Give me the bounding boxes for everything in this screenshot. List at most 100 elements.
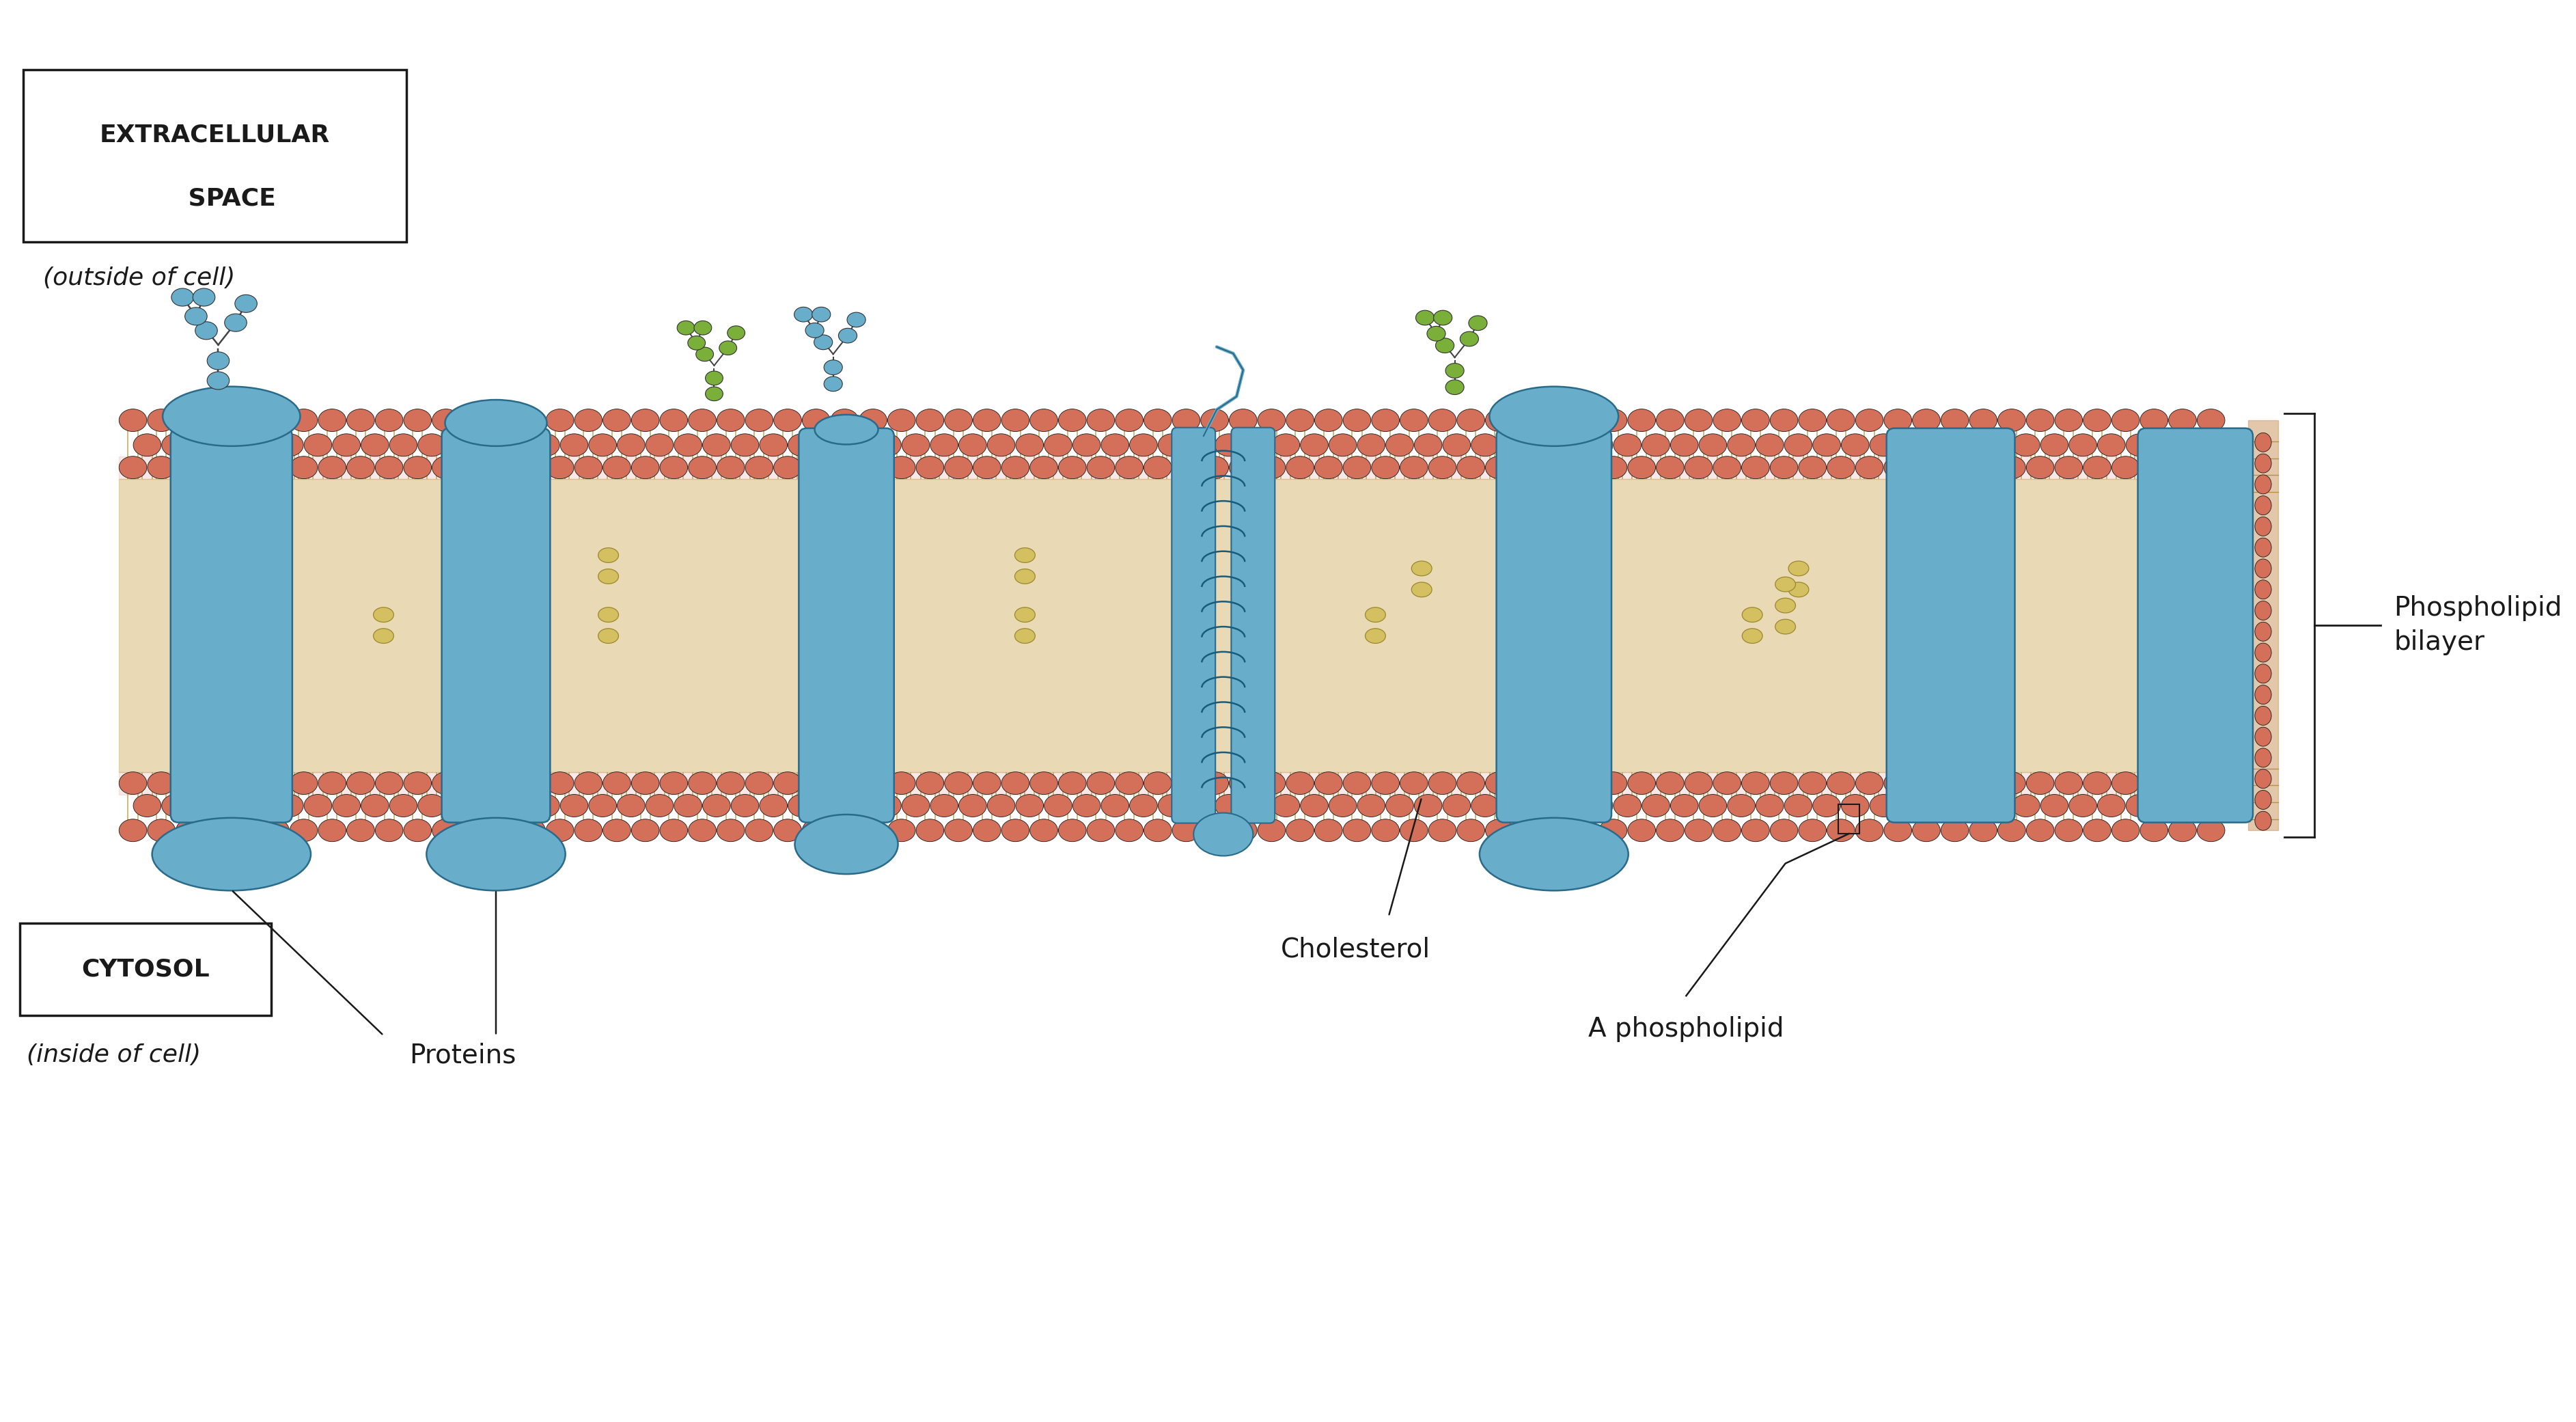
Ellipse shape [2112, 772, 2141, 795]
Ellipse shape [2097, 434, 2125, 456]
Ellipse shape [2254, 602, 2272, 620]
Ellipse shape [260, 819, 289, 842]
Ellipse shape [1584, 795, 1613, 816]
Ellipse shape [1728, 795, 1754, 816]
Ellipse shape [291, 772, 317, 795]
Ellipse shape [1030, 410, 1059, 431]
Ellipse shape [1798, 456, 1826, 479]
Ellipse shape [1002, 410, 1030, 431]
Ellipse shape [824, 360, 842, 375]
Ellipse shape [574, 819, 603, 842]
Ellipse shape [1329, 795, 1358, 816]
Ellipse shape [2154, 434, 2182, 456]
Ellipse shape [688, 410, 716, 431]
Ellipse shape [1685, 772, 1713, 795]
Ellipse shape [1600, 410, 1628, 431]
Ellipse shape [2197, 456, 2226, 479]
Ellipse shape [332, 795, 361, 816]
Ellipse shape [1059, 410, 1087, 431]
Ellipse shape [603, 819, 631, 842]
Ellipse shape [291, 819, 317, 842]
Ellipse shape [1899, 795, 1927, 816]
Ellipse shape [1273, 795, 1301, 816]
Ellipse shape [2254, 791, 2272, 809]
Ellipse shape [175, 772, 204, 795]
Ellipse shape [196, 321, 216, 340]
Bar [118, 479, 2249, 772]
Ellipse shape [546, 819, 574, 842]
Ellipse shape [801, 456, 829, 479]
Ellipse shape [348, 456, 374, 479]
Ellipse shape [1471, 434, 1499, 456]
Ellipse shape [945, 772, 971, 795]
Ellipse shape [1571, 456, 1600, 479]
Ellipse shape [147, 410, 175, 431]
Ellipse shape [193, 289, 214, 306]
FancyBboxPatch shape [2138, 428, 2254, 822]
Ellipse shape [1100, 795, 1128, 816]
Ellipse shape [348, 772, 374, 795]
Ellipse shape [659, 772, 688, 795]
Ellipse shape [845, 795, 873, 816]
Bar [118, 456, 2249, 479]
Ellipse shape [1200, 772, 1229, 795]
Ellipse shape [1741, 607, 1762, 623]
Ellipse shape [1443, 434, 1471, 456]
Ellipse shape [118, 819, 147, 842]
Ellipse shape [204, 410, 232, 431]
Ellipse shape [2197, 772, 2226, 795]
Ellipse shape [1087, 410, 1115, 431]
Ellipse shape [2254, 643, 2272, 663]
Ellipse shape [433, 456, 461, 479]
Ellipse shape [1461, 331, 1479, 347]
Ellipse shape [1072, 434, 1100, 456]
Ellipse shape [837, 328, 858, 343]
Ellipse shape [930, 795, 958, 816]
Ellipse shape [1342, 772, 1370, 795]
Ellipse shape [1757, 434, 1783, 456]
Ellipse shape [1788, 562, 1808, 576]
Ellipse shape [2125, 795, 2154, 816]
Ellipse shape [206, 371, 229, 390]
Ellipse shape [1430, 456, 1455, 479]
Ellipse shape [574, 772, 603, 795]
Ellipse shape [1370, 772, 1399, 795]
Ellipse shape [1273, 434, 1301, 456]
Ellipse shape [1814, 795, 1842, 816]
Ellipse shape [1131, 434, 1157, 456]
Ellipse shape [693, 321, 711, 336]
Ellipse shape [502, 795, 531, 816]
Ellipse shape [2027, 772, 2053, 795]
Ellipse shape [2084, 410, 2110, 431]
Ellipse shape [1342, 819, 1370, 842]
Ellipse shape [1043, 795, 1072, 816]
Ellipse shape [618, 795, 644, 816]
Ellipse shape [2040, 434, 2069, 456]
Ellipse shape [2027, 410, 2053, 431]
Ellipse shape [1100, 434, 1128, 456]
Ellipse shape [1571, 819, 1600, 842]
Ellipse shape [1059, 772, 1087, 795]
Ellipse shape [175, 819, 204, 842]
Ellipse shape [2027, 819, 2053, 842]
Ellipse shape [744, 819, 773, 842]
Ellipse shape [716, 772, 744, 795]
Ellipse shape [1358, 795, 1386, 816]
Ellipse shape [428, 818, 564, 890]
Ellipse shape [1899, 434, 1927, 456]
Ellipse shape [1468, 316, 1486, 330]
Ellipse shape [433, 819, 461, 842]
Ellipse shape [1229, 410, 1257, 431]
Ellipse shape [1200, 410, 1229, 431]
Ellipse shape [361, 795, 389, 816]
Ellipse shape [546, 456, 574, 479]
Ellipse shape [1628, 819, 1656, 842]
Ellipse shape [232, 410, 260, 431]
Ellipse shape [1940, 456, 1968, 479]
Ellipse shape [744, 772, 773, 795]
Ellipse shape [2084, 819, 2110, 842]
Ellipse shape [1370, 456, 1399, 479]
Ellipse shape [1172, 819, 1200, 842]
Ellipse shape [1700, 434, 1726, 456]
Ellipse shape [598, 629, 618, 643]
